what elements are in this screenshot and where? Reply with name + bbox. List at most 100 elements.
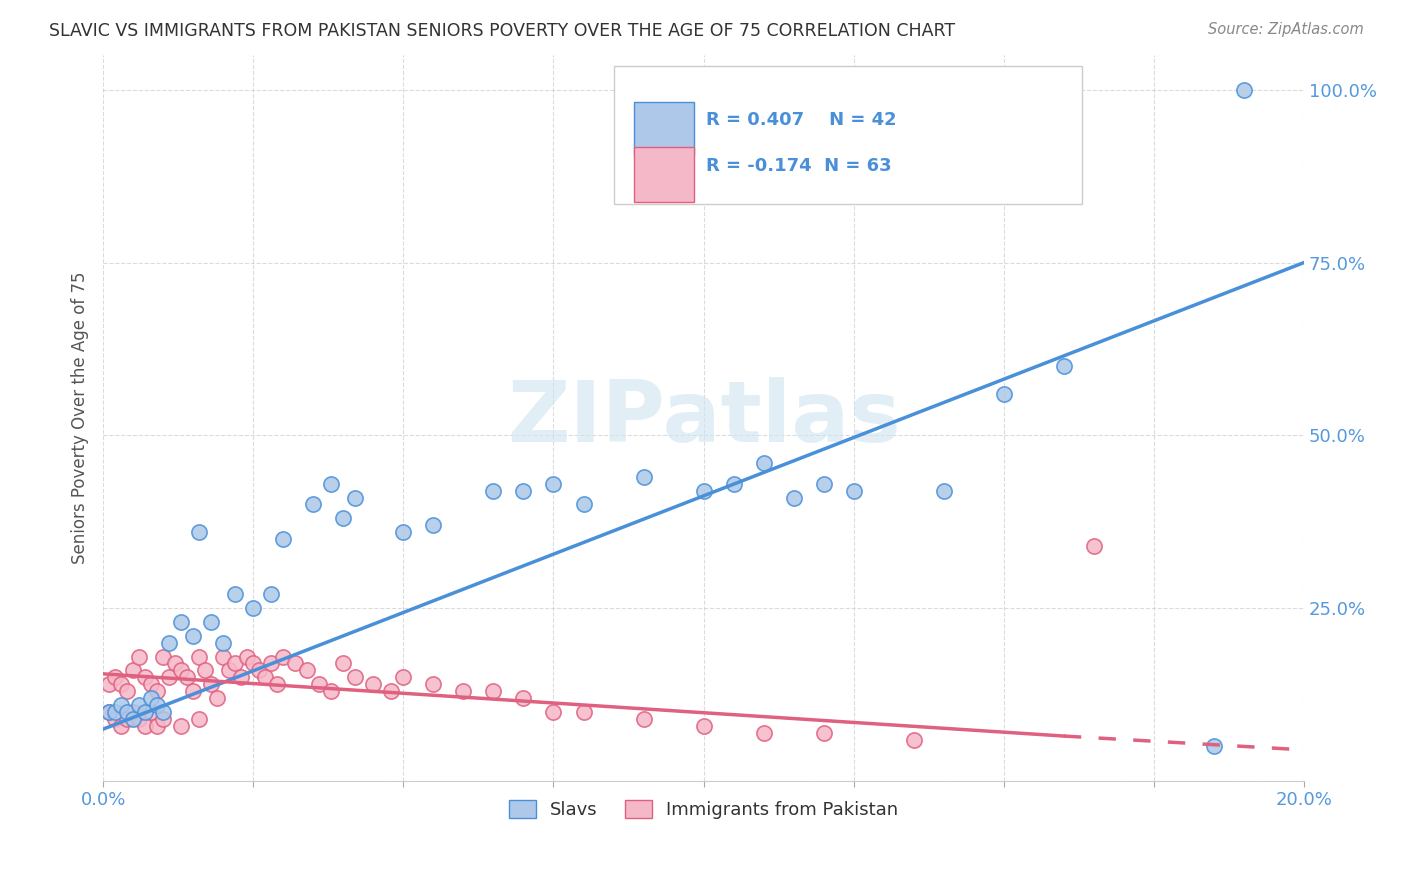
Point [134,670,156,684]
Point [242,601,264,615]
Point [146,698,169,712]
Point [332,657,354,671]
Point [302,498,325,512]
Point [200,677,222,691]
Point [260,657,283,671]
Point [903,732,925,747]
Point [104,712,127,726]
Point [1233,83,1256,97]
FancyBboxPatch shape [634,147,695,202]
Point [752,456,775,470]
Point [247,664,270,678]
Point [422,677,444,691]
Point [231,670,253,684]
Point [188,649,211,664]
Point [146,719,169,733]
Point [321,476,343,491]
Point [170,615,193,629]
Point [98,677,121,691]
Point [842,483,865,498]
Legend: Slavs, Immigrants from Pakistan: Slavs, Immigrants from Pakistan [502,793,905,826]
FancyBboxPatch shape [613,66,1081,204]
Point [543,705,565,719]
Point [188,712,211,726]
Point [141,705,163,719]
Point [170,664,193,678]
Point [813,476,835,491]
Point [104,670,127,684]
Point [176,670,198,684]
Point [157,670,180,684]
Point [212,636,235,650]
Point [224,657,246,671]
Point [284,657,307,671]
Point [128,649,150,664]
Point [363,677,385,691]
Point [392,670,415,684]
Point [104,705,127,719]
Point [181,629,204,643]
Point [134,705,156,719]
Point [344,670,367,684]
Point [170,719,193,733]
Point [110,698,132,712]
Point [344,491,367,505]
Point [723,476,745,491]
Text: Source: ZipAtlas.com: Source: ZipAtlas.com [1208,22,1364,37]
Point [633,470,655,484]
Point [152,705,174,719]
Point [188,525,211,540]
Point [1053,359,1076,374]
Text: SLAVIC VS IMMIGRANTS FROM PAKISTAN SENIORS POVERTY OVER THE AGE OF 75 CORRELATIO: SLAVIC VS IMMIGRANTS FROM PAKISTAN SENIO… [49,22,955,40]
Point [115,684,138,698]
Point [692,719,714,733]
Point [572,498,595,512]
Point [254,670,277,684]
Point [205,691,228,706]
Point [380,684,402,698]
Point [392,525,415,540]
Point [224,587,246,601]
Point [692,483,714,498]
Point [266,677,288,691]
Point [165,657,187,671]
Point [572,705,595,719]
Point [128,712,150,726]
Text: R = 0.407    N = 42: R = 0.407 N = 42 [706,112,897,129]
Point [1202,739,1225,754]
Point [321,684,343,698]
Point [993,387,1015,401]
Point [110,677,132,691]
Point [194,664,217,678]
Point [482,483,505,498]
Y-axis label: Seniors Poverty Over the Age of 75: Seniors Poverty Over the Age of 75 [72,272,89,565]
Point [482,684,505,698]
Point [512,691,534,706]
Point [218,664,240,678]
Point [1083,539,1105,553]
Point [98,705,121,719]
Point [308,677,330,691]
Point [453,684,475,698]
Point [157,636,180,650]
Point [98,705,121,719]
Point [932,483,955,498]
Point [152,649,174,664]
Point [813,725,835,739]
Point [122,664,145,678]
Point [146,684,169,698]
Point [633,712,655,726]
Point [212,649,235,664]
Point [141,691,163,706]
Point [128,698,150,712]
Point [512,483,534,498]
Point [260,587,283,601]
Point [543,476,565,491]
Point [122,712,145,726]
Point [752,725,775,739]
Point [141,677,163,691]
Point [422,518,444,533]
Point [271,532,294,546]
Point [242,657,264,671]
Point [782,491,804,505]
